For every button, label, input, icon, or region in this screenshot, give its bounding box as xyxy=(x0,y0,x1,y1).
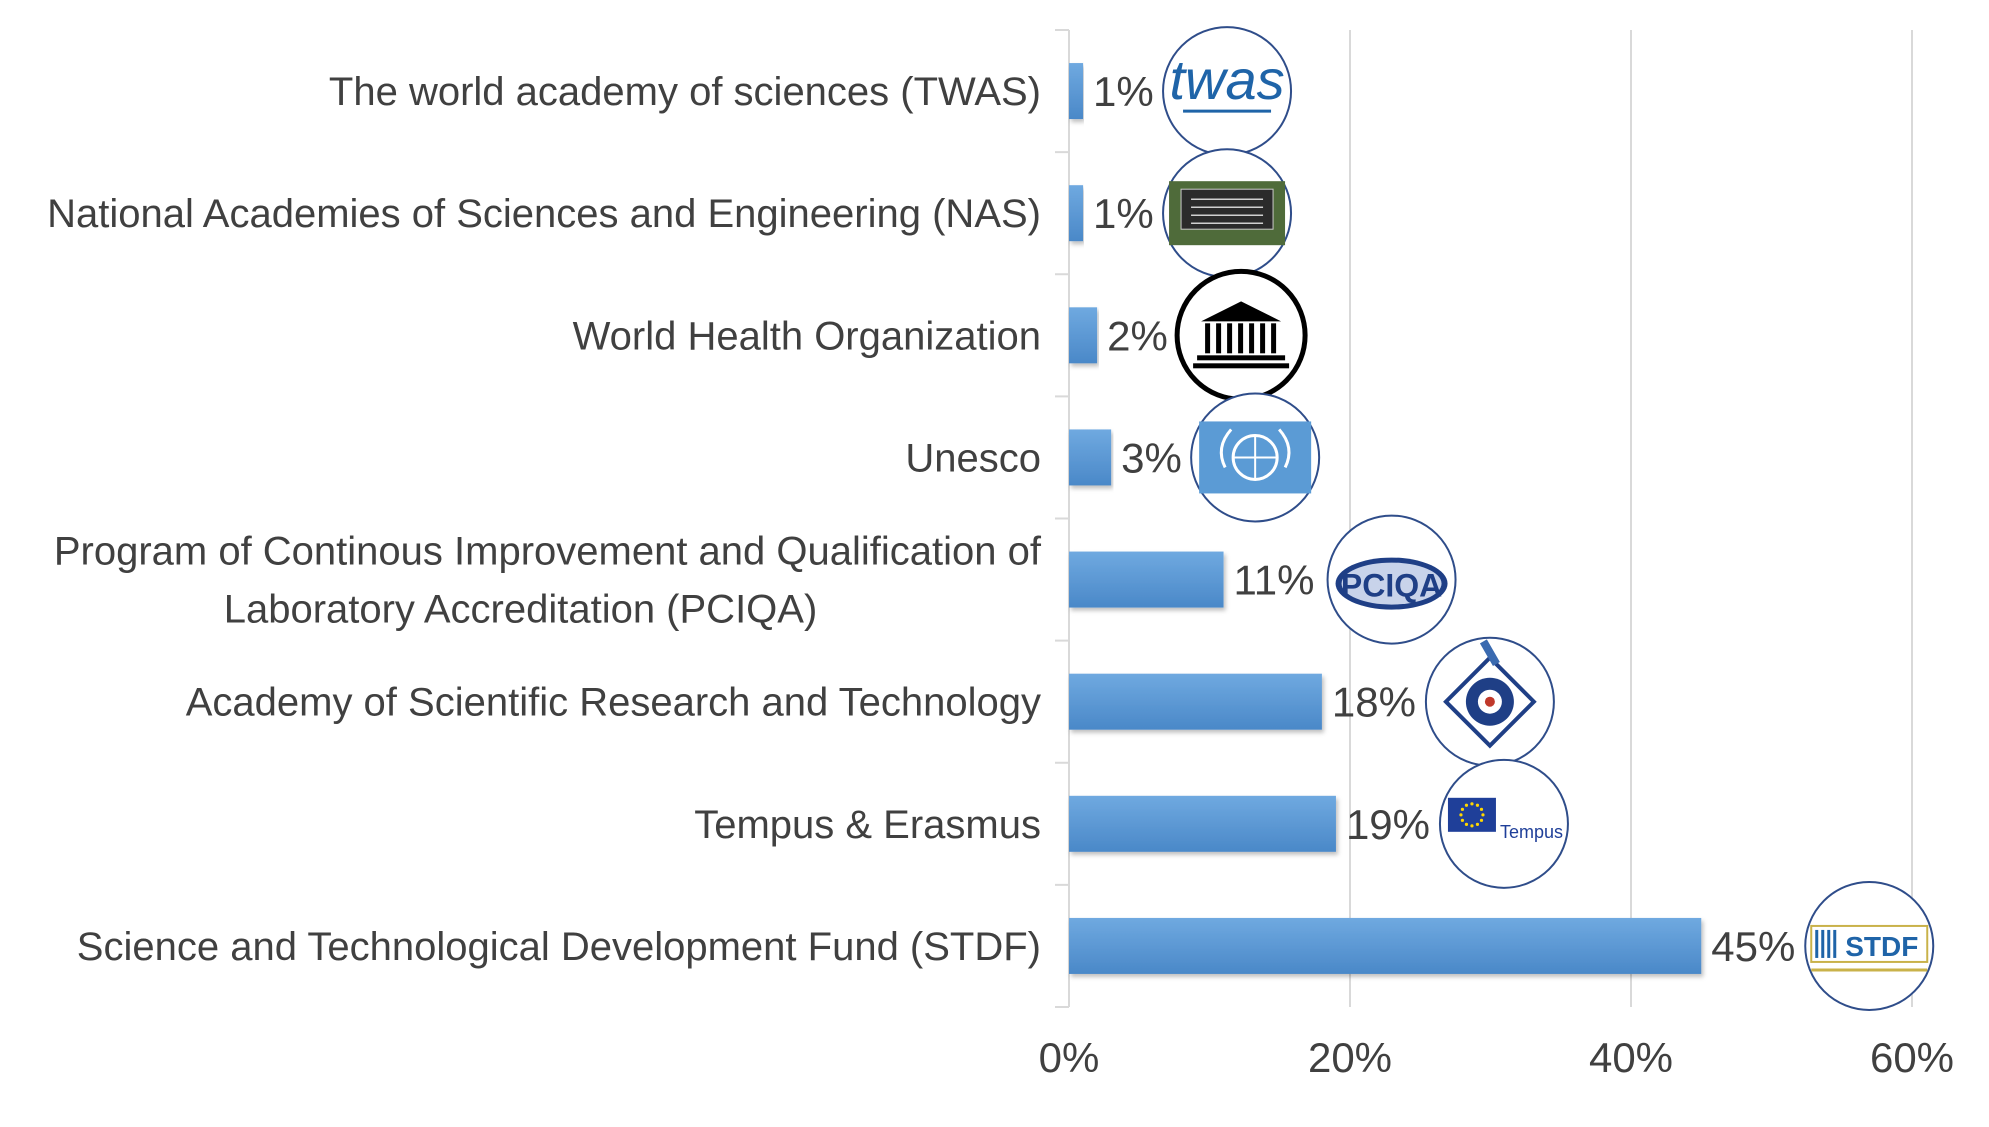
logo-eu-star xyxy=(1464,822,1469,826)
logo-column xyxy=(1271,323,1277,354)
logo-text: STDF xyxy=(1845,931,1918,962)
logo-eu-star xyxy=(1475,822,1480,826)
category-label: Tempus & Erasmus xyxy=(694,803,1041,847)
bar xyxy=(1069,429,1112,486)
logo-eu-star xyxy=(1464,803,1469,807)
logo-pediment xyxy=(1201,301,1282,322)
nas-building-logo-icon xyxy=(1162,148,1293,279)
un-emblem-logo-icon xyxy=(1190,392,1321,523)
bars xyxy=(1069,63,1702,974)
logo-stripe xyxy=(1827,929,1831,958)
x-tick-label: 60% xyxy=(1870,1034,1954,1081)
logo-column xyxy=(1249,323,1255,354)
logo-column xyxy=(1227,323,1233,354)
gridlines xyxy=(1349,30,1913,1007)
x-tick-label: 40% xyxy=(1589,1034,1673,1081)
logo-circle xyxy=(1438,758,1569,889)
logo-laurel xyxy=(1219,428,1233,469)
stdf-logo-icon: STDF xyxy=(1804,880,1935,1011)
category-axis xyxy=(1055,29,1070,1008)
logo-eu-star xyxy=(1479,807,1484,811)
data-label: 3% xyxy=(1121,434,1182,481)
logo-eu-star xyxy=(1460,818,1465,822)
logo-frame xyxy=(1810,924,1929,963)
logo-stripe xyxy=(1815,929,1819,958)
logo-text: PCIQA xyxy=(1341,568,1442,604)
logo-base xyxy=(1197,355,1286,361)
logo-eu-star xyxy=(1470,824,1474,828)
logo-column xyxy=(1260,323,1266,354)
category-label: Unesco xyxy=(905,436,1041,480)
logo-eu-star xyxy=(1460,807,1465,811)
category-label: Laboratory Accreditation (PCIQA) xyxy=(224,588,818,632)
logo-base xyxy=(1193,363,1290,369)
data-label: 11% xyxy=(1234,557,1315,604)
logo-compass xyxy=(1443,654,1537,749)
data-label: 1% xyxy=(1093,68,1154,115)
data-label: 1% xyxy=(1093,190,1154,237)
data-label: 2% xyxy=(1107,312,1168,359)
logo-stripe xyxy=(1821,929,1825,958)
x-tick-label: 20% xyxy=(1308,1034,1392,1081)
logo-eu-star xyxy=(1459,813,1463,817)
logo-laurel xyxy=(1278,428,1291,469)
category-label: World Health Organization xyxy=(573,314,1041,358)
category-label: Academy of Scientific Research and Techn… xyxy=(186,681,1041,725)
tempus-logo-icon: Tempus xyxy=(1438,758,1569,889)
category-label: Science and Technological Development Fu… xyxy=(77,925,1041,969)
logo-eu-star xyxy=(1479,818,1484,822)
asrt-logo-icon xyxy=(1424,636,1555,767)
logo-stripe xyxy=(1833,929,1837,958)
category-label: Program of Continous Improvement and Qua… xyxy=(54,530,1042,574)
logo-core-dot xyxy=(1484,696,1495,707)
category-label: The world academy of sciences (TWAS) xyxy=(329,70,1041,114)
logo-text: Tempus xyxy=(1500,822,1563,842)
category-label: National Academies of Sciences and Engin… xyxy=(47,192,1041,236)
bar xyxy=(1069,917,1702,974)
logo-eu-star xyxy=(1481,813,1485,817)
logo-text: twas xyxy=(1169,48,1284,111)
logo-column xyxy=(1205,323,1211,354)
logo-eu-star xyxy=(1470,802,1474,806)
logo-microscope xyxy=(1479,639,1500,666)
bar xyxy=(1069,673,1322,730)
logo-column xyxy=(1216,323,1222,354)
data-labels: 1% 1% 2% 3% 11% 18% 19% 45% xyxy=(1093,68,1795,970)
bar xyxy=(1069,307,1098,364)
category-labels: The world academy of sciences (TWAS) Nati… xyxy=(47,70,1042,969)
logo-oval-inner xyxy=(1341,562,1442,605)
x-tick-label: 0% xyxy=(1039,1034,1100,1081)
x-axis-ticks: 0% 20% 40% 60% xyxy=(1039,1034,1954,1081)
data-label: 45% xyxy=(1711,923,1795,970)
bar xyxy=(1069,551,1224,608)
logo-eu-star xyxy=(1475,803,1480,807)
data-label: 18% xyxy=(1332,679,1416,726)
bar xyxy=(1069,795,1336,852)
unesco-logo-icon xyxy=(1174,268,1308,402)
bar xyxy=(1069,185,1084,242)
logo-column xyxy=(1238,323,1244,354)
bar xyxy=(1069,63,1084,120)
data-label: 19% xyxy=(1346,801,1430,848)
twas-logo-icon: twas xyxy=(1162,26,1293,157)
logos: twas PCIQA Tempus STDF xyxy=(1162,26,1935,1011)
pciqa-logo-icon: PCIQA xyxy=(1326,514,1457,645)
